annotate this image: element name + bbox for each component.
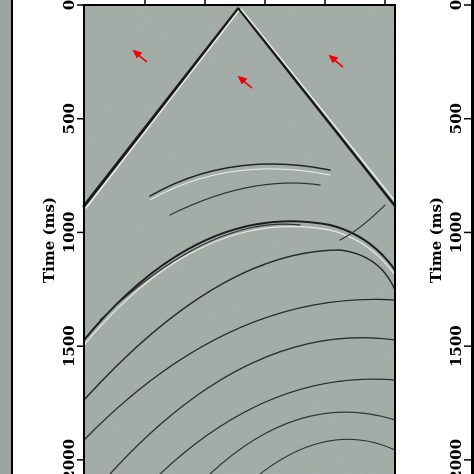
- y-tick-label: 1000: [447, 212, 465, 254]
- y-tick-label: 1500: [447, 325, 465, 367]
- y-axis-label: Time (ms): [40, 197, 58, 283]
- y-tick-label: 0: [60, 0, 78, 10]
- y-tick-label: 500: [60, 103, 78, 134]
- right-panel: [471, 0, 474, 474]
- y-tick-label: 2000: [447, 439, 465, 474]
- y-tick-label: 1500: [60, 325, 78, 367]
- y-tick-label: 2000: [60, 439, 78, 474]
- y-tick-label: 1000: [60, 212, 78, 254]
- y-tick-label: 500: [447, 103, 465, 134]
- seismic-panel: [82, 0, 397, 474]
- left-panel: [0, 0, 12, 474]
- y-axis-label: Time (ms): [427, 197, 445, 283]
- y-tick-label: 0: [447, 0, 465, 10]
